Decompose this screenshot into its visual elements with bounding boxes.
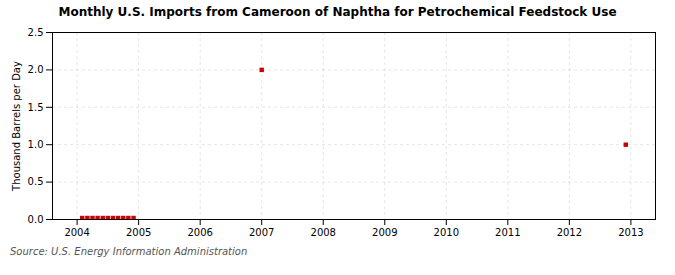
svg-text:0.5: 0.5	[28, 176, 44, 187]
svg-text:2012: 2012	[557, 227, 582, 238]
svg-text:1.0: 1.0	[28, 139, 44, 150]
svg-text:1.5: 1.5	[28, 102, 44, 113]
svg-text:Thousand Barrels per Day: Thousand Barrels per Day	[11, 61, 22, 192]
svg-text:2004: 2004	[64, 227, 89, 238]
svg-text:2007: 2007	[249, 227, 274, 238]
html-text:Monthly U.S. Imports from Came: Monthly U.S. Imports from Cameroon of Na…	[58, 5, 617, 19]
svg-text:2013: 2013	[618, 227, 643, 238]
svg-text:0.0: 0.0	[28, 214, 44, 225]
svg-text:2006: 2006	[187, 227, 212, 238]
svg-text:2.0: 2.0	[28, 64, 44, 75]
svg-text:2011: 2011	[495, 227, 520, 238]
svg-text:2005: 2005	[126, 227, 151, 238]
svg-text:2010: 2010	[434, 227, 459, 238]
svg-text:2008: 2008	[311, 227, 336, 238]
svg-text:2009: 2009	[372, 227, 397, 238]
svg-text:2.5: 2.5	[28, 27, 44, 38]
html-text:Source: U.S. Energy Informatio: Source: U.S. Energy Information Administ…	[10, 246, 248, 257]
